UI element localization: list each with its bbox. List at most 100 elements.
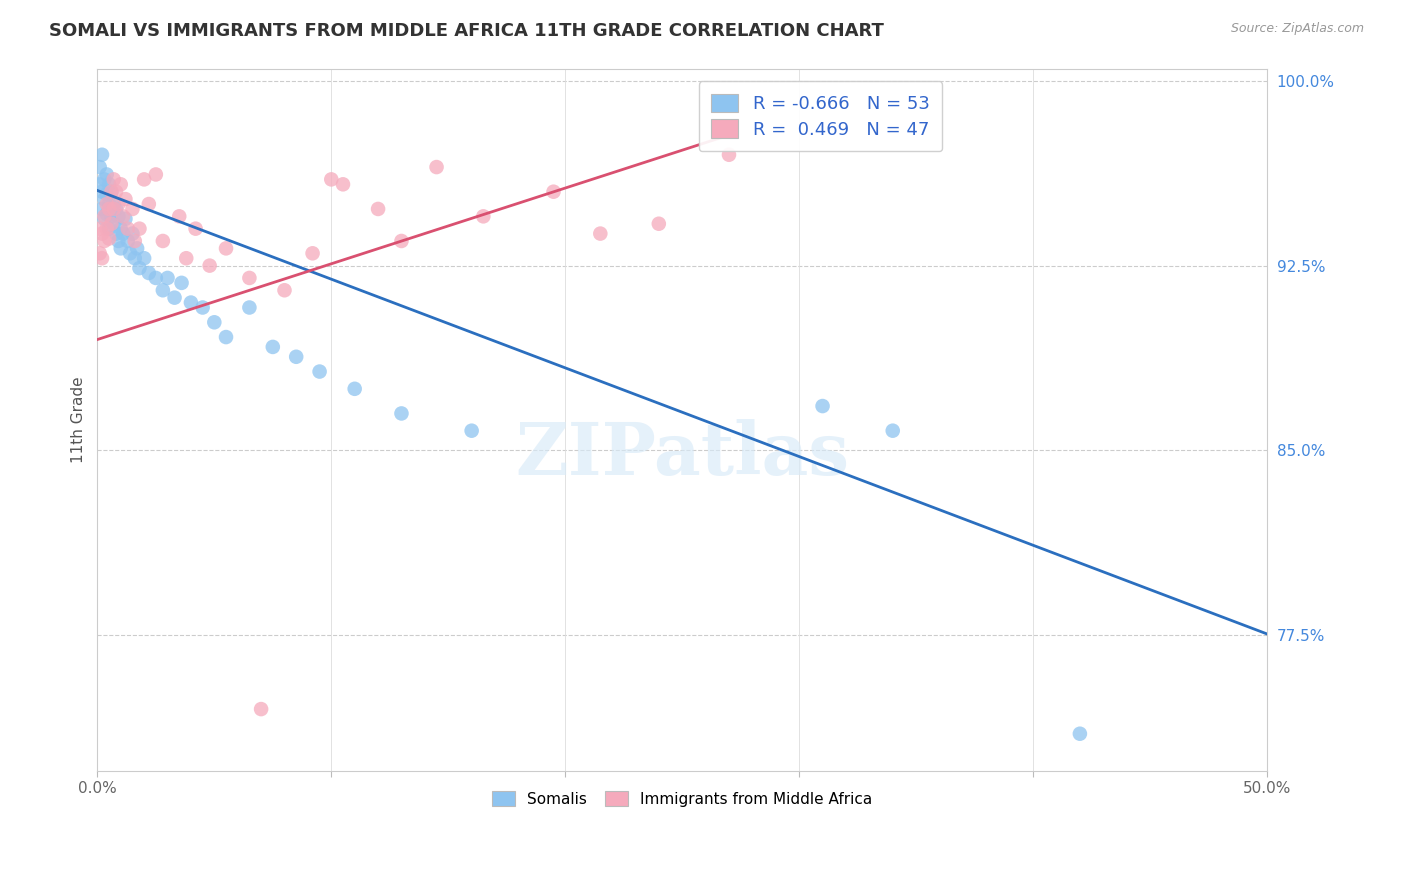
Point	[138, 266, 160, 280]
Point	[100, 217, 122, 231]
Y-axis label: 11th Grade: 11th Grade	[72, 376, 86, 463]
Point	[145, 168, 167, 182]
Point	[112, 210, 135, 224]
Point	[93, 211, 115, 226]
Point	[98, 197, 121, 211]
Point	[89, 221, 111, 235]
Point	[107, 210, 129, 224]
Point	[156, 271, 179, 285]
Point	[98, 221, 121, 235]
Point	[124, 234, 146, 248]
Point	[93, 192, 115, 206]
Point	[107, 234, 129, 248]
Point	[128, 261, 150, 276]
Point	[91, 185, 114, 199]
Point	[96, 168, 118, 182]
Point	[128, 221, 150, 235]
Point	[103, 197, 125, 211]
Point	[105, 185, 128, 199]
Point	[321, 172, 343, 186]
Point	[120, 246, 142, 260]
Point	[93, 234, 115, 248]
Point	[285, 350, 308, 364]
Point	[93, 210, 115, 224]
Point	[100, 185, 122, 199]
Point	[301, 246, 323, 260]
Point	[882, 424, 904, 438]
Point	[198, 259, 221, 273]
Point	[93, 172, 115, 186]
Point	[332, 178, 354, 192]
Point	[134, 172, 156, 186]
Point	[91, 227, 114, 241]
Text: ZIPatlas: ZIPatlas	[515, 419, 849, 491]
Point	[89, 178, 111, 192]
Point	[163, 291, 186, 305]
Point	[121, 227, 143, 241]
Point	[717, 147, 740, 161]
Point	[91, 202, 114, 216]
Point	[138, 197, 160, 211]
Point	[811, 399, 834, 413]
Point	[202, 315, 225, 329]
Point	[100, 185, 122, 199]
Legend: Somalis, Immigrants from Middle Africa: Somalis, Immigrants from Middle Africa	[482, 781, 882, 815]
Point	[262, 340, 284, 354]
Point	[103, 172, 125, 186]
Point	[648, 217, 671, 231]
Text: SOMALI VS IMMIGRANTS FROM MIDDLE AFRICA 11TH GRADE CORRELATION CHART: SOMALI VS IMMIGRANTS FROM MIDDLE AFRICA …	[49, 22, 884, 40]
Point	[1069, 727, 1091, 741]
Point	[238, 271, 260, 285]
Point	[98, 202, 121, 216]
Point	[114, 211, 136, 226]
Point	[127, 241, 149, 255]
Point	[367, 202, 389, 216]
Point	[460, 424, 482, 438]
Point	[170, 276, 193, 290]
Point	[391, 234, 413, 248]
Point	[110, 221, 132, 235]
Point	[103, 202, 125, 216]
Point	[472, 210, 495, 224]
Point	[117, 234, 139, 248]
Point	[107, 197, 129, 211]
Point	[152, 283, 174, 297]
Point	[121, 202, 143, 216]
Point	[112, 227, 135, 241]
Point	[105, 227, 128, 241]
Point	[96, 197, 118, 211]
Point	[110, 241, 132, 255]
Point	[425, 160, 447, 174]
Point	[98, 178, 121, 192]
Point	[117, 221, 139, 235]
Point	[124, 251, 146, 265]
Point	[273, 283, 295, 297]
Point	[543, 185, 565, 199]
Point	[96, 187, 118, 202]
Point	[589, 227, 612, 241]
Point	[250, 702, 273, 716]
Point	[391, 407, 413, 421]
Point	[89, 246, 111, 260]
Point	[215, 330, 238, 344]
Point	[105, 202, 128, 216]
Point	[91, 251, 114, 265]
Point	[91, 147, 114, 161]
Point	[215, 241, 238, 255]
Point	[100, 210, 122, 224]
Point	[343, 382, 366, 396]
Point	[145, 271, 167, 285]
Point	[167, 210, 190, 224]
Point	[134, 251, 156, 265]
Point	[98, 231, 121, 245]
Point	[184, 221, 207, 235]
Point	[152, 234, 174, 248]
Point	[89, 160, 111, 174]
Point	[238, 301, 260, 315]
Point	[308, 365, 330, 379]
Point	[103, 217, 125, 231]
Point	[110, 178, 132, 192]
Point	[96, 207, 118, 221]
Point	[114, 192, 136, 206]
Text: Source: ZipAtlas.com: Source: ZipAtlas.com	[1230, 22, 1364, 36]
